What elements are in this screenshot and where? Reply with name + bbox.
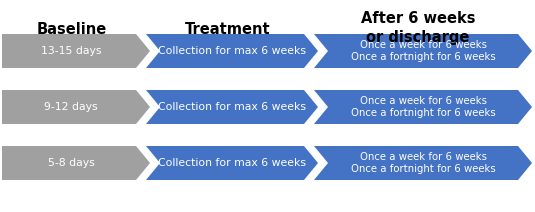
Polygon shape: [2, 90, 150, 124]
Text: Collection for max 6 weeks: Collection for max 6 weeks: [158, 158, 306, 168]
Polygon shape: [314, 146, 532, 180]
Text: 9-12 days: 9-12 days: [44, 102, 98, 112]
Polygon shape: [314, 90, 532, 124]
Polygon shape: [314, 34, 532, 68]
Polygon shape: [146, 146, 318, 180]
Text: Once a week for 6 weeks
Once a fortnight for 6 weeks: Once a week for 6 weeks Once a fortnight…: [350, 40, 495, 62]
Text: After 6 weeks
or discharge: After 6 weeks or discharge: [361, 11, 475, 45]
Polygon shape: [2, 34, 150, 68]
Text: Collection for max 6 weeks: Collection for max 6 weeks: [158, 102, 306, 112]
Text: Treatment: Treatment: [185, 22, 271, 38]
Text: 5-8 days: 5-8 days: [48, 158, 94, 168]
Polygon shape: [146, 90, 318, 124]
Text: Baseline: Baseline: [37, 22, 107, 38]
Text: Collection for max 6 weeks: Collection for max 6 weeks: [158, 46, 306, 56]
Polygon shape: [2, 146, 150, 180]
Polygon shape: [146, 34, 318, 68]
Text: 13-15 days: 13-15 days: [41, 46, 101, 56]
Text: Once a week for 6 weeks
Once a fortnight for 6 weeks: Once a week for 6 weeks Once a fortnight…: [350, 152, 495, 174]
Text: Once a week for 6 weeks
Once a fortnight for 6 weeks: Once a week for 6 weeks Once a fortnight…: [350, 96, 495, 118]
